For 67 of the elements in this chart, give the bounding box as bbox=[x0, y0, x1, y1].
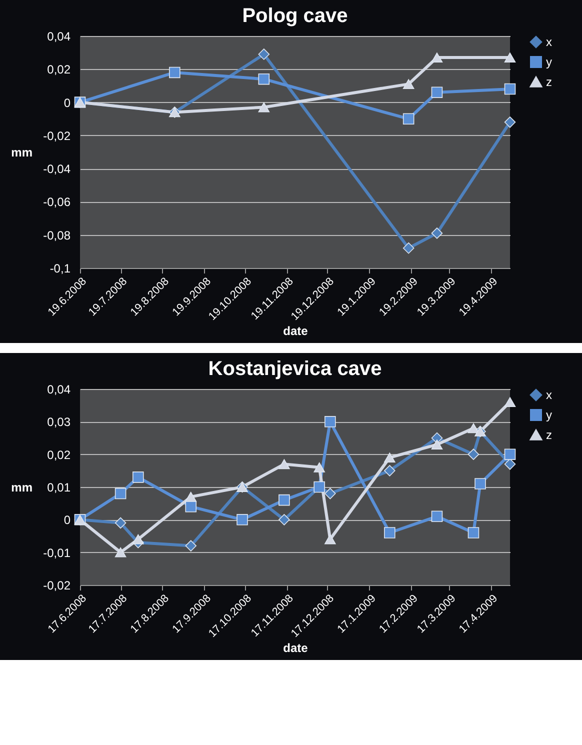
point bbox=[384, 527, 396, 538]
legend-label: x bbox=[546, 388, 552, 402]
chart-title: Polog cave bbox=[242, 5, 348, 27]
point bbox=[431, 86, 443, 98]
point bbox=[468, 527, 480, 538]
point bbox=[258, 102, 270, 112]
point bbox=[504, 83, 516, 95]
point bbox=[185, 540, 197, 552]
y-tick-label: -0,01 bbox=[43, 546, 71, 560]
y-tick-label: 0,03 bbox=[47, 415, 71, 430]
point bbox=[278, 459, 290, 470]
point bbox=[185, 500, 197, 512]
legend-label: x bbox=[546, 35, 552, 49]
y-axis-title: mm bbox=[11, 146, 32, 160]
y-tick-label: -0,02 bbox=[43, 128, 71, 143]
point bbox=[132, 472, 144, 483]
point bbox=[504, 52, 516, 62]
y-tick-label: -0,06 bbox=[43, 195, 71, 210]
point bbox=[504, 397, 516, 408]
y-tick-label: 0,04 bbox=[47, 30, 71, 44]
point bbox=[114, 547, 126, 558]
point bbox=[384, 465, 396, 476]
point bbox=[431, 228, 443, 239]
point bbox=[431, 510, 443, 522]
point bbox=[278, 494, 290, 506]
point bbox=[324, 488, 336, 500]
legend-label: z bbox=[546, 75, 552, 89]
y-tick-label: -0,02 bbox=[43, 578, 71, 592]
point bbox=[185, 492, 197, 502]
point bbox=[314, 462, 325, 472]
point bbox=[258, 48, 270, 60]
point bbox=[468, 423, 480, 434]
point bbox=[169, 66, 180, 78]
point bbox=[504, 448, 516, 460]
y-axis-title: mm bbox=[11, 480, 32, 494]
point bbox=[402, 242, 414, 254]
point bbox=[402, 113, 414, 124]
point bbox=[114, 488, 126, 500]
point bbox=[258, 73, 270, 85]
chart-title: Kostanjevica cave bbox=[208, 358, 382, 380]
y-tick-label: 0 bbox=[64, 96, 71, 110]
y-tick-label: -0,1 bbox=[50, 262, 71, 276]
point bbox=[468, 448, 480, 460]
x-axis-title: date bbox=[283, 324, 308, 338]
point bbox=[132, 534, 144, 544]
legend-label: y bbox=[546, 55, 552, 69]
point bbox=[114, 517, 126, 529]
y-tick-label: -0,04 bbox=[43, 162, 71, 176]
point bbox=[402, 79, 414, 89]
y-tick-label: -0,08 bbox=[43, 228, 71, 242]
y-tick-label: 0,02 bbox=[47, 62, 71, 77]
point bbox=[278, 514, 290, 526]
point bbox=[324, 534, 336, 544]
point bbox=[431, 52, 443, 62]
point bbox=[384, 452, 396, 463]
point bbox=[474, 478, 486, 490]
x-axis-title: date bbox=[283, 641, 308, 656]
point bbox=[324, 416, 336, 428]
y-tick-label: 0 bbox=[64, 513, 71, 528]
point bbox=[431, 440, 443, 450]
point bbox=[236, 514, 248, 526]
legend-label: y bbox=[546, 408, 552, 422]
y-tick-label: 0,04 bbox=[47, 382, 71, 396]
y-tick-label: 0,01 bbox=[47, 480, 71, 494]
legend-label: z bbox=[546, 428, 552, 442]
point bbox=[504, 116, 516, 128]
y-tick-label: 0,02 bbox=[47, 448, 71, 462]
